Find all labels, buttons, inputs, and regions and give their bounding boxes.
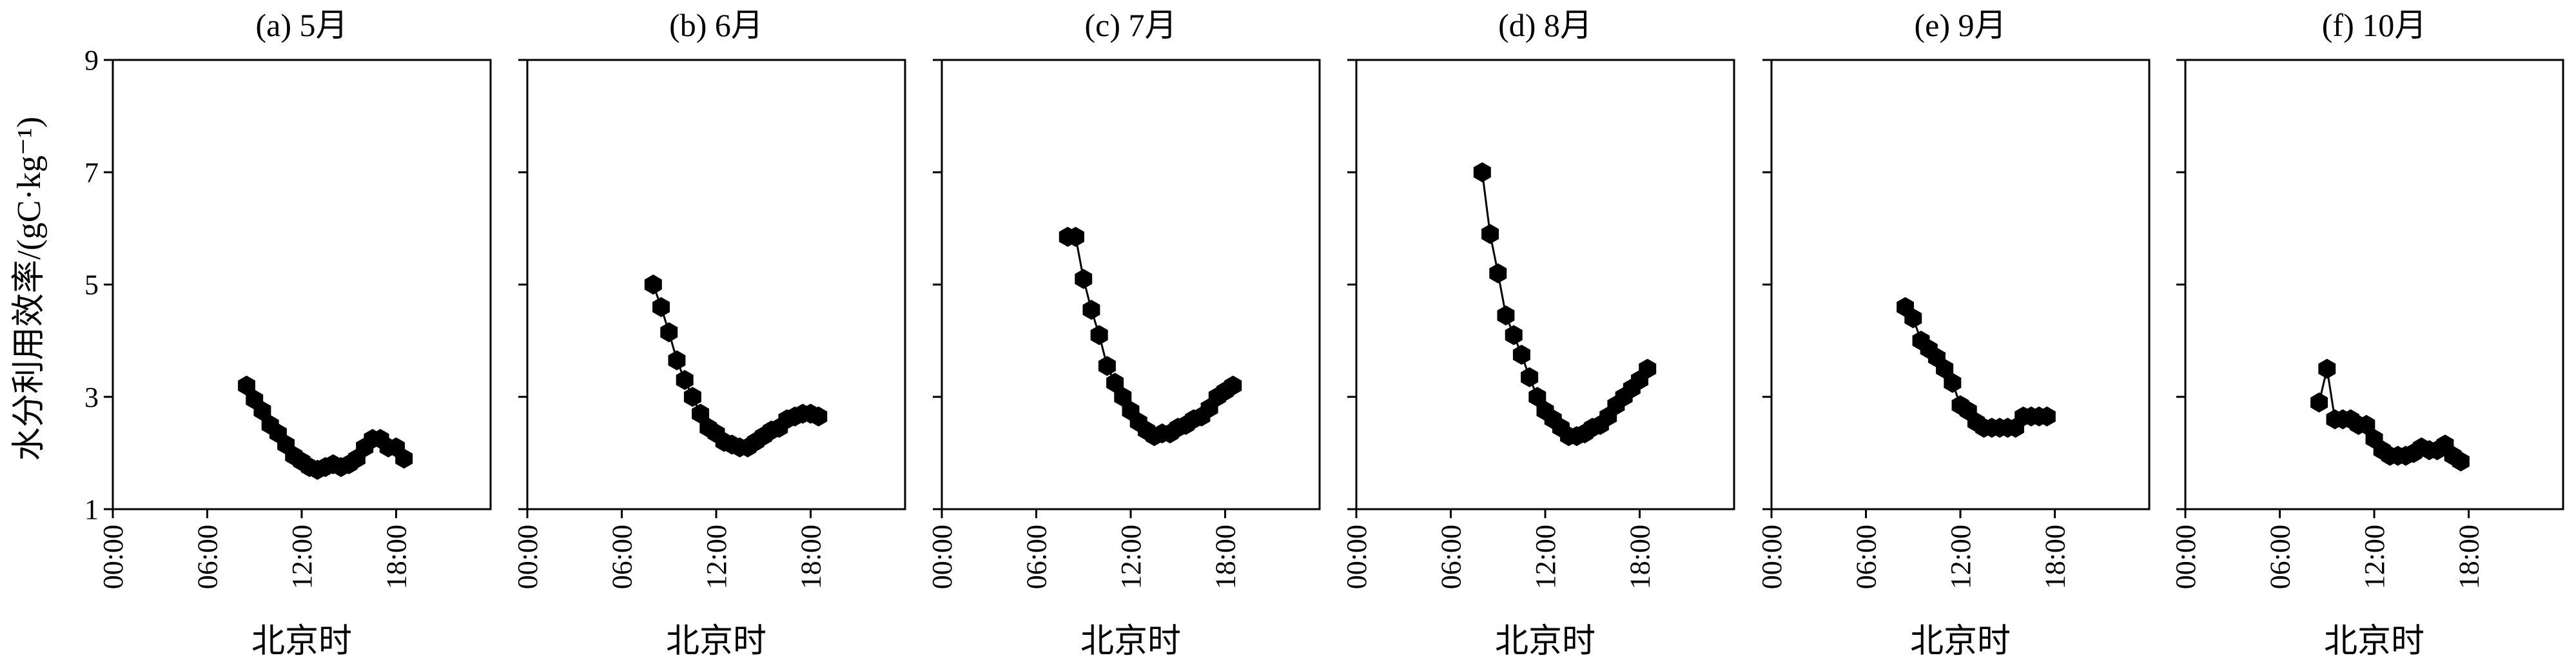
panel-title: (d) 8月: [1498, 7, 1592, 43]
data-point: [1489, 263, 1507, 284]
x-tick-label: 06:00: [1436, 525, 1467, 589]
x-tick-label: 18:00: [1210, 525, 1242, 589]
panel-5: (e) 9月 00:00 06:00 12:00 18:00 北京时: [1756, 7, 2151, 660]
plot-frame: [941, 59, 1321, 510]
data-point: [1473, 162, 1491, 182]
data-point: [2318, 358, 2336, 379]
y-tick-label: 1: [84, 494, 99, 525]
data-point: [2038, 406, 2056, 427]
x-axis-label: 北京时: [2324, 623, 2425, 660]
panel-title: (c) 7月: [1085, 7, 1177, 43]
x-tick-label: 12:00: [1115, 525, 1147, 589]
x-tick-label: 00:00: [1756, 525, 1788, 589]
x-axis-label: 北京时: [1910, 623, 2011, 660]
panel-1: (a) 5月 1 3 5 7 9 00:00 06:00 12:00 18:00 北京时: [84, 7, 492, 660]
data-point: [1639, 358, 1657, 379]
x-tick-label: 12:00: [286, 525, 318, 589]
data-point: [1521, 367, 1539, 387]
data-point: [1082, 300, 1100, 320]
x-axis-label: 北京时: [1080, 623, 1181, 660]
x-tick-label: 12:00: [1945, 525, 1976, 589]
data-point: [1481, 224, 1499, 244]
panel-2: (b) 6月 00:00 06:00 12:00 18:00 北京时: [512, 7, 906, 660]
x-tick-label: 00:00: [97, 525, 129, 589]
y-tick-label: 9: [84, 44, 99, 76]
data-point: [1944, 373, 1962, 393]
data-point: [676, 370, 694, 391]
data-point: [683, 387, 701, 407]
data-point: [1904, 308, 1922, 329]
plot-frame: [1770, 59, 2151, 510]
data-point: [810, 406, 828, 427]
panel-title: (b) 6月: [669, 7, 763, 43]
x-tick-label: 12:00: [1530, 525, 1561, 589]
panel-title: (f) 10月: [2322, 7, 2426, 43]
x-tick-label: 18:00: [1625, 525, 1656, 589]
data-point: [2452, 451, 2470, 472]
x-tick-label: 06:00: [2265, 525, 2296, 589]
x-tick-label: 00:00: [1341, 525, 1372, 589]
x-tick-label: 00:00: [512, 525, 543, 589]
data-point: [1090, 325, 1108, 345]
plot-frame: [1355, 59, 1735, 510]
data-point: [652, 296, 670, 317]
x-tick-label: 18:00: [2040, 525, 2071, 589]
data-point: [644, 274, 662, 295]
data-point: [1075, 269, 1093, 289]
x-axis-label: 北京时: [666, 623, 766, 660]
panel-title: (a) 5月: [256, 7, 348, 43]
panel-4: (d) 8月 00:00 06:00 12:00 18:00 北京时: [1341, 7, 1735, 660]
panel-3: (c) 7月 00:00 06:00 12:00 18:00 北京时: [926, 7, 1321, 660]
x-axis-label: 北京时: [251, 623, 352, 660]
data-point: [1067, 226, 1084, 247]
x-tick-label: 18:00: [2454, 525, 2485, 589]
x-tick-label: 12:00: [2359, 525, 2390, 589]
x-tick-label: 18:00: [795, 525, 827, 589]
y-tick-label: 7: [84, 157, 99, 188]
data-point: [1224, 375, 1242, 396]
data-point: [2310, 392, 2328, 413]
y-tick-label: 3: [84, 382, 99, 413]
data-point: [1098, 356, 1116, 376]
x-axis-label: 北京时: [1495, 623, 1595, 660]
data-point: [660, 322, 678, 343]
data-point: [395, 449, 413, 469]
data-point: [1505, 325, 1523, 345]
x-tick-label: 06:00: [607, 525, 638, 589]
panel-title: (e) 9月: [1915, 7, 2007, 43]
y-axis-label: 水分利用效率/(gC·kg⁻¹): [11, 117, 48, 461]
data-point: [1512, 344, 1530, 365]
x-tick-label: 06:00: [1021, 525, 1053, 589]
x-tick-label: 06:00: [192, 525, 224, 589]
x-tick-label: 18:00: [381, 525, 413, 589]
plot-frame: [112, 59, 492, 510]
data-point: [668, 350, 686, 371]
x-tick-label: 00:00: [2170, 525, 2201, 589]
x-tick-label: 00:00: [926, 525, 958, 589]
x-tick-label: 06:00: [1851, 525, 1882, 589]
x-tick-label: 12:00: [701, 525, 732, 589]
panel-6: (f) 10月 00:00 06:00 12:00 18:00 北京时: [2170, 7, 2564, 660]
data-point: [1497, 305, 1515, 325]
y-tick-label: 5: [84, 269, 99, 301]
